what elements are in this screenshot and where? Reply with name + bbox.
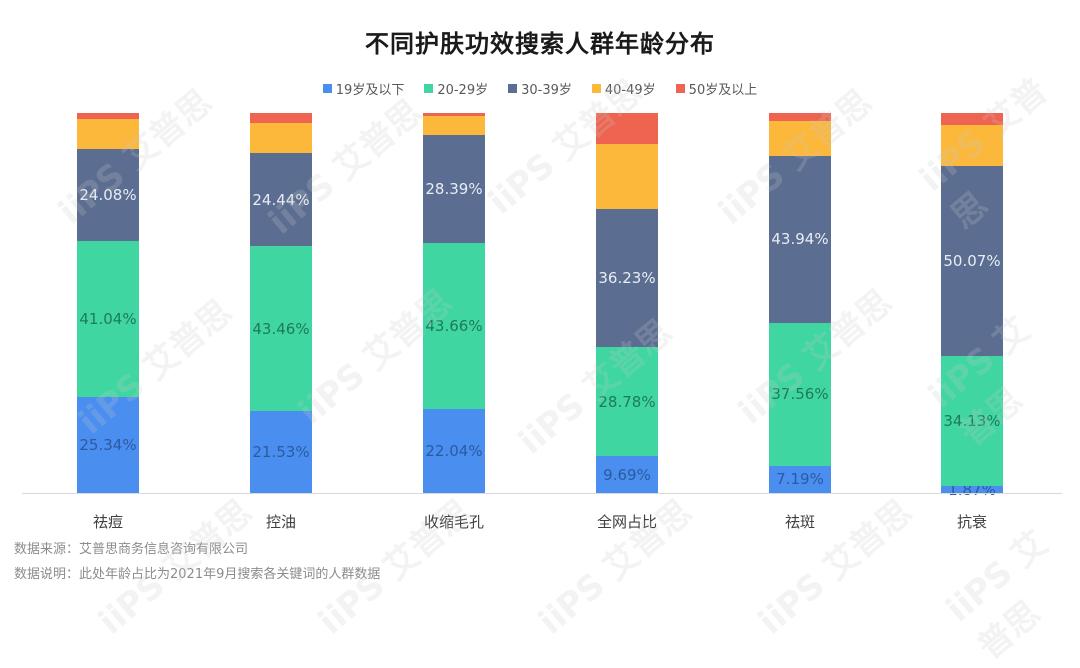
bar-segment: 34.13% [941,356,1003,486]
legend-label: 20-29岁 [437,83,489,98]
legend-item-20-29: 20-29岁 [424,79,488,98]
bar-segment: 43.94% [769,156,831,323]
legend-item-under-19: 19岁及以下 [322,79,405,98]
data-label: 28.39% [425,180,483,199]
data-label: 24.08% [79,186,137,205]
data-label: 22.04% [425,442,483,461]
legend-item-30-39: 30-39岁 [508,79,572,98]
data-label: 41.04% [79,309,137,328]
bar-segment: 7.19% [769,465,831,493]
x-axis-line [22,493,1062,494]
bar-segment [769,121,831,156]
legend-swatch-icon [322,84,332,93]
x-axis-category-label: 祛痘 [92,513,123,531]
x-axis-category-label: 控油 [265,513,296,531]
bar-segment [423,116,485,136]
bar-segment: 36.23% [596,209,658,347]
x-axis-category-label: 抗衰 [956,513,987,531]
data-label: 28.78% [598,392,656,411]
data-label: 34.13% [943,412,1001,431]
bar-segment [77,119,139,150]
bar-2: 22.04% 43.66% 28.39% [423,113,485,493]
data-label: 9.69% [603,465,651,484]
data-description-note: 数据说明：此处年龄占比为2021年9月搜索各关键词的人群数据 [14,567,381,582]
bar-segment [596,144,658,210]
bar-segment [250,122,312,154]
data-label: 24.44% [252,190,310,209]
bar-segment: 41.04% [77,240,139,397]
bar-segment: 21.53% [250,411,312,493]
legend-label: 40-49岁 [604,83,656,98]
data-label: 50.07% [943,252,1001,271]
bar-segment [423,113,485,117]
bar-3: 9.69% 28.78% 36.23% [596,113,658,493]
bar-5: 1.87% 34.13% 50.07% [941,113,1003,499]
bar-segment: 1.87% [941,481,1003,499]
chart-title: 不同护肤功效搜索人群年龄分布 [365,30,715,58]
bar-0: 25.34% 41.04% 24.08% [77,113,139,493]
legend-swatch-icon [591,84,601,93]
legend-label: 30-39岁 [521,83,572,98]
bar-segment: 28.39% [423,135,485,244]
bar-segment [769,113,831,122]
legend: 19岁及以下 20-29岁 30-39岁 40-49岁 50岁及以上 [0,79,1080,98]
legend-label: 19岁及以下 [335,83,405,98]
legend-item-40-49: 40-49岁 [591,79,656,98]
bar-segment: 9.69% [596,456,658,493]
data-label: 37.56% [771,385,829,404]
bar-segment: 43.46% [250,246,312,412]
bar-segment [941,125,1003,166]
data-label: 25.34% [79,435,137,454]
bar-segment: 28.78% [596,346,658,457]
bar-segment [250,113,312,123]
bar-segment: 24.08% [77,149,139,241]
bar-segment [596,113,658,145]
legend-label: 50岁及以上 [688,83,758,98]
data-label: 7.19% [776,470,824,489]
bar-segment: 25.34% [77,396,139,493]
bar-segment [941,113,1003,126]
data-label: 43.46% [252,319,310,338]
data-label: 36.23% [598,268,656,287]
bar-segment: 37.56% [769,322,831,466]
plot-area: 25.34% 41.04% 24.08% 21.53% 43.46% 24.44% 22.0… [22,113,1062,499]
bar-4: 7.19% 37.56% 43.94% [769,113,831,493]
watermark-logo: iiPS 艾普思 [938,523,1056,668]
x-axis-category-label: 祛斑 [784,513,815,531]
watermark-logo: iiPS 艾普思 [531,491,700,643]
watermark-logo: iiPS 艾普思 [751,491,920,643]
legend-swatch-icon [508,84,518,93]
x-axis-category-label: 收缩毛孔 [423,513,484,531]
data-label: 21.53% [252,443,310,462]
bar-segment: 50.07% [941,165,1003,357]
x-axis-category-label: 全网占比 [596,513,657,531]
legend-item-50-plus: 50岁及以上 [675,79,758,98]
bar-1: 21.53% 43.46% 24.44% [250,113,312,493]
legend-swatch-icon [424,84,434,93]
data-label: 43.66% [425,317,483,336]
bar-segment [77,113,139,120]
bar-segment: 22.04% [423,409,485,493]
data-label: 43.94% [771,230,829,249]
bar-segment: 24.44% [250,153,312,247]
legend-swatch-icon [675,84,685,93]
data-source-note: 数据来源：艾普思商务信息咨询有限公司 [14,542,249,557]
bar-segment: 43.66% [423,243,485,410]
